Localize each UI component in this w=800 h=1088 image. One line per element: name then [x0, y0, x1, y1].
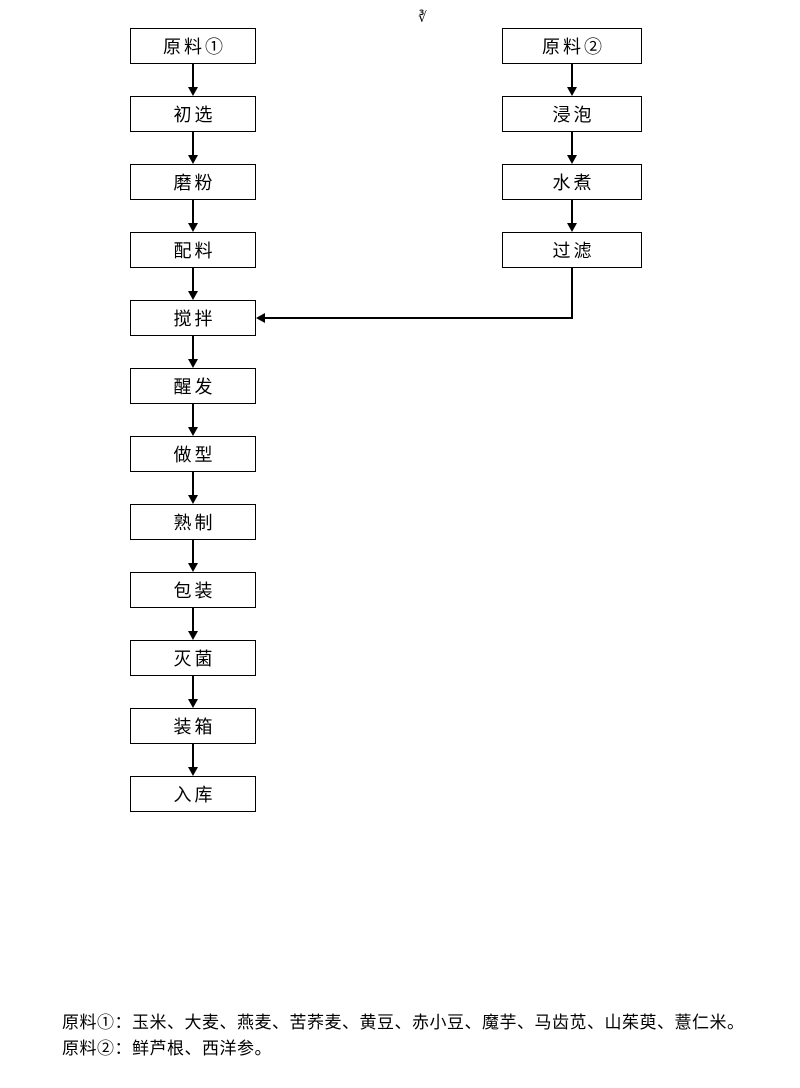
flow-box-L5: 醒发	[130, 368, 256, 404]
arrow-line	[192, 676, 194, 699]
footnote-1: 原料①：玉米、大麦、燕麦、苦荞麦、黄豆、赤小豆、魔芋、马齿苋、山茱萸、薏仁米。	[62, 1008, 745, 1033]
flow-box-R1: 浸泡	[502, 96, 642, 132]
arrow-line	[192, 404, 194, 427]
flow-box-R0: 原料②	[502, 28, 642, 64]
arrow-line	[571, 132, 573, 155]
flow-box-L1: 初选	[130, 96, 256, 132]
flow-box-L9: 灭菌	[130, 640, 256, 676]
flow-box-L4: 搅拌	[130, 300, 256, 336]
merge-hline	[265, 317, 573, 319]
flow-box-L10: 装箱	[130, 708, 256, 744]
arrow-line	[192, 132, 194, 155]
flow-box-L6: 做型	[130, 436, 256, 472]
arrow-head	[188, 427, 198, 436]
merge-vline	[571, 268, 573, 319]
arrow-head	[567, 155, 577, 164]
footnote-2: 原料②：鲜芦根、西洋参。	[62, 1034, 272, 1059]
arrow-line	[192, 268, 194, 291]
arrow-head	[188, 223, 198, 232]
arrow-line	[192, 336, 194, 359]
stray-mark: ∛	[418, 10, 427, 27]
flow-box-L3: 配料	[130, 232, 256, 268]
arrow-head	[567, 87, 577, 96]
arrow-line	[571, 200, 573, 223]
arrow-head	[188, 495, 198, 504]
arrow-head	[188, 767, 198, 776]
flow-box-L2: 磨粉	[130, 164, 256, 200]
arrow-line	[571, 64, 573, 87]
merge-arrow-head	[256, 313, 265, 323]
flow-box-R2: 水煮	[502, 164, 642, 200]
flow-box-L0: 原料①	[130, 28, 256, 64]
arrow-head	[188, 291, 198, 300]
arrow-head	[188, 87, 198, 96]
arrow-head	[188, 699, 198, 708]
flow-box-L8: 包装	[130, 572, 256, 608]
arrow-line	[192, 608, 194, 631]
arrow-head	[188, 563, 198, 572]
arrow-head	[188, 359, 198, 368]
flow-box-L7: 熟制	[130, 504, 256, 540]
arrow-line	[192, 540, 194, 563]
flow-box-R3: 过滤	[502, 232, 642, 268]
arrow-head	[188, 631, 198, 640]
arrow-line	[192, 472, 194, 495]
arrow-head	[188, 155, 198, 164]
arrow-line	[192, 64, 194, 87]
arrow-line	[192, 744, 194, 767]
flow-box-L11: 入库	[130, 776, 256, 812]
arrow-head	[567, 223, 577, 232]
arrow-line	[192, 200, 194, 223]
